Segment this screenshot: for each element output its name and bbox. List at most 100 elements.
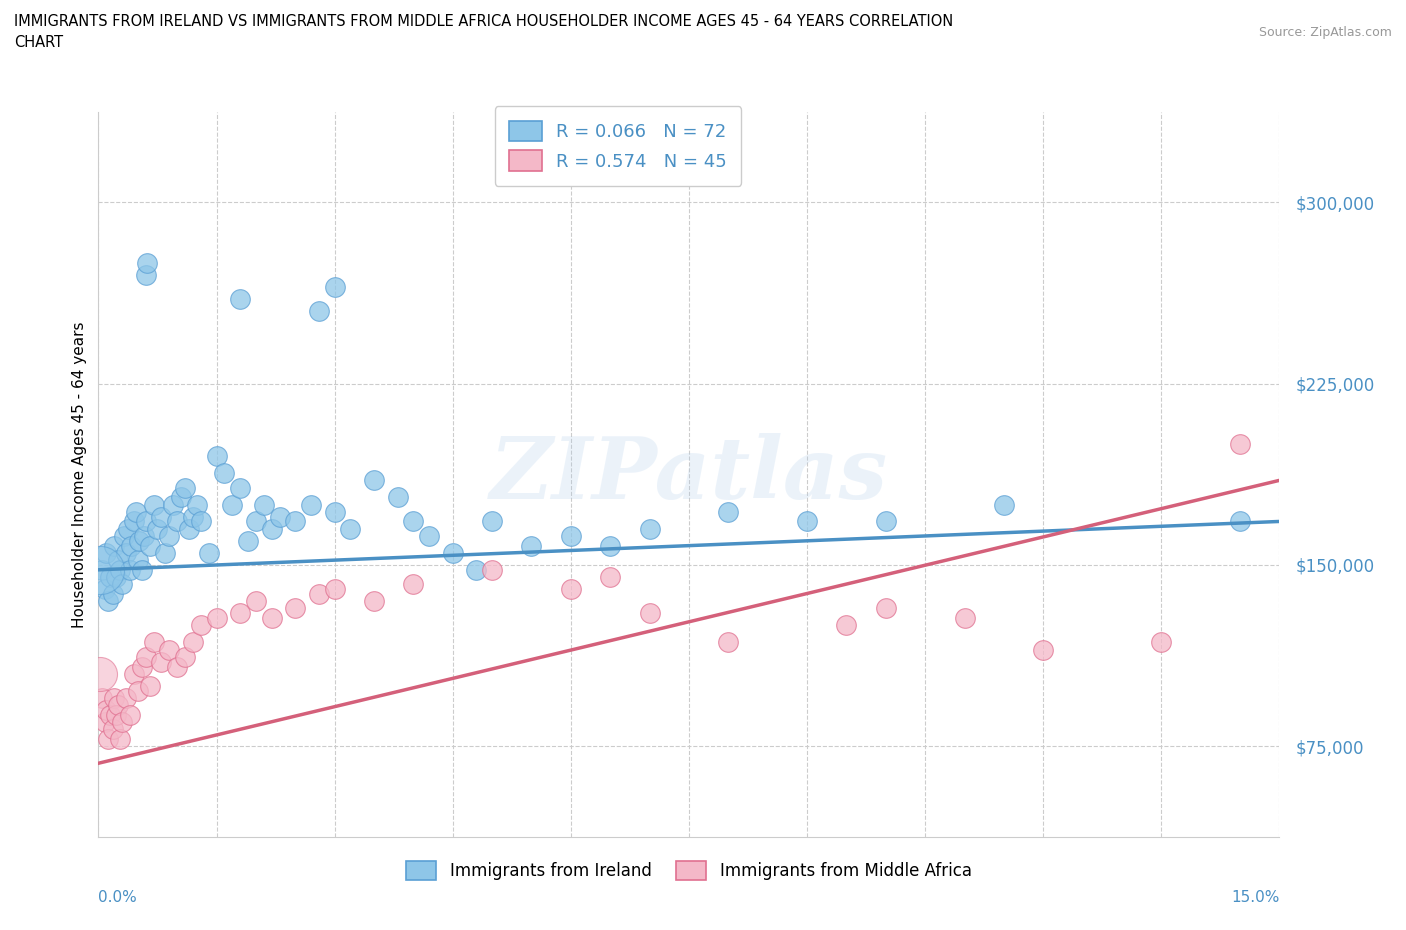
Point [103,690,125,706]
Point [363,594,385,609]
Point [229,480,252,495]
Point [186,497,208,512]
Point [229,292,252,307]
Point [181,510,204,525]
Point [465,563,488,578]
Point [115,545,138,560]
Point [101,722,124,737]
Point [93,714,115,729]
Point [323,582,346,597]
Text: IMMIGRANTS FROM IRELAND VS IMMIGRANTS FROM MIDDLE AFRICA HOUSEHOLDER INCOME AGES: IMMIGRANTS FROM IRELAND VS IMMIGRANTS FR… [14,14,953,29]
Point [638,606,661,621]
Point [128,534,150,549]
Point [599,569,621,585]
Point [323,280,346,295]
Point [97,594,120,609]
Point [138,538,160,553]
Point [236,534,259,549]
Point [118,563,141,578]
Text: 15.0%: 15.0% [1232,890,1279,905]
Point [284,601,307,616]
Point [132,528,155,543]
Point [717,635,740,650]
Point [953,611,976,626]
Point [166,514,188,529]
Point [166,659,188,674]
Point [111,714,134,729]
Point [402,577,425,591]
Point [127,684,149,698]
Point [796,514,818,529]
Point [104,569,127,585]
Point [98,569,121,585]
Point [299,497,322,512]
Point [89,666,111,681]
Point [418,528,440,543]
Point [136,256,159,271]
Point [205,449,228,464]
Point [131,563,153,578]
Point [205,611,228,626]
Point [162,497,184,512]
Point [245,594,267,609]
Point [229,606,252,621]
Point [174,649,197,664]
Point [481,514,503,529]
Point [260,611,283,626]
Point [638,521,661,536]
Point [875,514,897,529]
Point [197,545,219,560]
Point [96,545,118,560]
Point [993,497,1015,512]
Point [402,514,425,529]
Point [308,587,330,602]
Point [110,563,132,578]
Point [107,552,129,567]
Point [135,514,157,529]
Point [308,303,330,318]
Point [131,659,153,674]
Text: 0.0%: 0.0% [98,890,138,905]
Point [104,708,127,723]
Point [157,528,180,543]
Text: ZIPatlas: ZIPatlas [489,432,889,516]
Point [112,528,135,543]
Point [1229,437,1251,452]
Point [142,497,165,512]
Point [115,690,138,706]
Point [121,538,143,553]
Point [269,510,291,525]
Point [875,601,897,616]
Point [93,582,115,597]
Point [245,514,267,529]
Point [190,618,212,633]
Point [91,563,114,578]
Point [91,690,114,706]
Point [190,514,212,529]
Point [835,618,858,633]
Point [142,635,165,650]
Legend: Immigrants from Ireland, Immigrants from Middle Africa: Immigrants from Ireland, Immigrants from… [399,854,979,886]
Point [127,552,149,567]
Point [284,514,307,529]
Point [181,635,204,650]
Point [89,563,111,578]
Point [560,582,582,597]
Point [96,703,118,718]
Point [118,708,141,723]
Point [717,504,740,519]
Point [560,528,582,543]
Point [150,510,173,525]
Point [146,521,169,536]
Point [177,521,200,536]
Point [260,521,283,536]
Point [155,545,177,560]
Point [174,480,197,495]
Point [125,504,148,519]
Point [110,732,132,747]
Point [122,514,145,529]
Point [135,649,157,664]
Point [107,698,129,712]
Point [101,587,124,602]
Point [441,545,464,560]
